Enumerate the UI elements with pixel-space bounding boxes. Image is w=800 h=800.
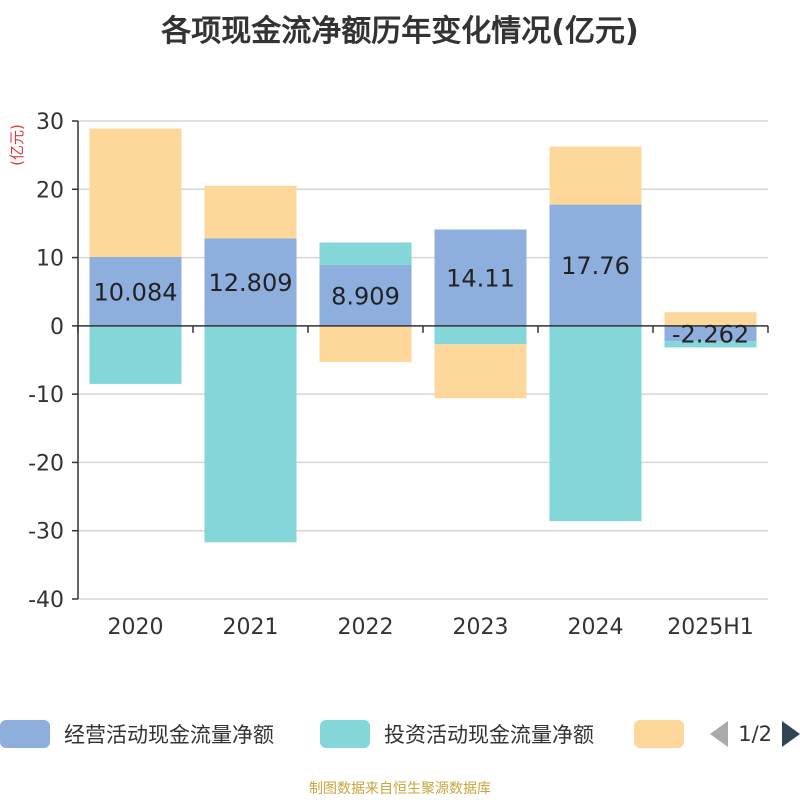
bar-investing-2023[interactable] [434,325,527,345]
legend-pager: 1/2 [710,716,800,752]
bar-financing-2021[interactable] [204,185,297,239]
legend-item-operating[interactable]: 经营活动现金流量净额 [0,716,274,752]
legend-swatch-investing [320,720,370,748]
legend-item-investing[interactable]: 投资活动现金流量净额 [320,716,594,752]
y-tick-label: 30 [36,110,64,135]
data-label-2022: 8.909 [331,282,400,310]
grid-layer [78,120,768,600]
source-note: 制图数据来自恒生聚源数据库 [309,781,491,797]
bar-investing-2020[interactable] [89,325,182,384]
bar-operating-2020[interactable] [89,256,182,326]
y-tick-label: 0 [50,315,64,340]
bar-financing-2025H1[interactable] [664,312,757,326]
y-tick-label: 20 [36,178,64,203]
data-label-2021: 12.809 [209,269,293,297]
bar-financing-2020[interactable] [89,128,182,257]
bar-operating-2021[interactable] [204,238,297,326]
legend-label-investing: 投资活动现金流量净额 [384,723,594,747]
y-tick-label: -10 [28,383,64,408]
bar-investing-2025H1[interactable] [664,341,757,348]
pager-text: 1/2 [738,722,772,746]
data-label-layer: 10.084 12.809 8.909 14.11 17.76 -2.262 [94,252,750,348]
x-tick-label: 2021 [223,615,279,640]
y-axis-unit-label: (亿元) [8,124,26,166]
data-label-2024: 17.76 [561,252,630,280]
data-label-2023: 14.11 [446,265,515,293]
data-label-2020: 10.084 [94,278,178,306]
bar-operating-2024[interactable] [549,204,642,326]
legend-swatch-operating [0,720,50,748]
pager-next-arrow-icon[interactable] [782,721,800,747]
legend-item-financing[interactable] [634,716,698,752]
legend-swatch-financing [634,720,684,748]
axis-layer: 30 20 10 0 -10 -20 -30 -40 (亿元) 2020 2021 2022 2023 2… [8,110,769,640]
bar-financing-2024[interactable] [549,146,642,205]
y-tick-label: 10 [36,247,64,272]
bar-investing-2021[interactable] [204,325,297,543]
bar-operating-2025H1[interactable] [664,325,757,342]
bar-operating-2022[interactable] [319,265,412,326]
chart-title: 各项现金流净额历年变化情况(亿元) [161,14,639,49]
legend: 经营活动现金流量净额 投资活动现金流量净额 1/2 [0,716,800,756]
x-tick-label: 2025H1 [667,615,754,640]
x-tick-label: 2020 [108,615,164,640]
y-tick-label: -30 [28,520,64,545]
x-tick-label: 2024 [568,615,624,640]
bar-financing-2023[interactable] [434,344,527,399]
bar-layer [89,128,757,543]
x-tick-label: 2022 [338,615,394,640]
bar-operating-2023[interactable] [434,229,527,326]
x-tick-label: 2023 [453,615,509,640]
bar-investing-2022[interactable] [319,242,412,266]
bar-financing-2022[interactable] [319,325,412,363]
bar-investing-2024[interactable] [549,325,642,522]
y-tick-label: -40 [28,588,64,613]
data-label-2025H1: -2.262 [672,321,749,349]
y-tick-label: -20 [28,451,64,476]
legend-label-operating: 经营活动现金流量净额 [64,723,274,747]
pager-prev-arrow-icon[interactable] [710,721,729,747]
